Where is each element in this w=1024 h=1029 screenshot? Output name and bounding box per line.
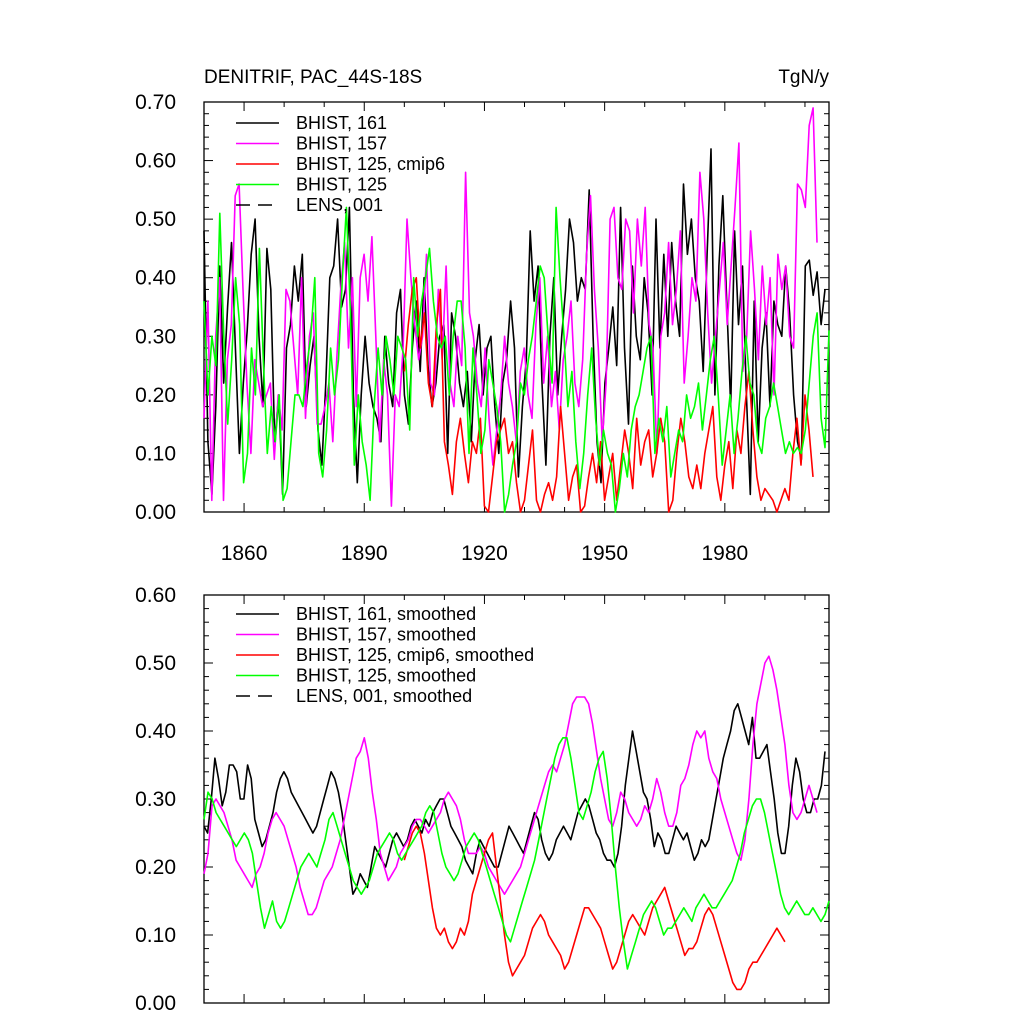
chart-title: DENITRIF, PAC_44S-18S (204, 67, 422, 88)
y-tick-labels: 0.00 0.10 0.20 0.30 0.40 0.50 0.60 0.70 (135, 91, 176, 524)
y-tick-label: 0.50 (135, 208, 176, 231)
y-tick-label: 0.60 (135, 584, 176, 607)
legend-label: BHIST, 125 (296, 175, 387, 195)
series-line (203, 702, 826, 896)
series-line (203, 736, 830, 970)
legend-label: BHIST, 161, smoothed (296, 604, 476, 624)
series-line (403, 276, 814, 513)
y-tick-label: 0.70 (135, 91, 176, 114)
x-tick-labels: 1860 1890 1920 1950 1980 (221, 542, 748, 565)
x-tick-label: 1890 (341, 542, 388, 565)
chart-units: TgN/y (778, 67, 829, 88)
y-tick-label: 0.40 (135, 267, 176, 290)
legend-label: BHIST, 157 (296, 134, 387, 154)
y-tick-label: 0.00 (135, 992, 176, 1015)
legend-label: LENS, 001, smoothed (296, 686, 472, 706)
ticks (203, 101, 829, 513)
y-tick-label: 0.10 (135, 924, 176, 947)
series-line (403, 825, 786, 991)
y-tick-label: 0.40 (135, 720, 176, 743)
x-tick-label: 1920 (461, 542, 508, 565)
y-tick-label: 0.60 (135, 150, 176, 173)
panel-bottom: 0.00 0.10 0.20 0.30 0.40 0.50 0.60 BHIST, 161,… (135, 584, 830, 1015)
panel-top: DENITRIF, PAC_44S-18S TgN/y 0.00 0.10 0.20… (135, 67, 830, 565)
series-group (203, 655, 830, 991)
y-tick-label: 0.20 (135, 856, 176, 879)
legend-label: BHIST, 157, smoothed (296, 625, 476, 645)
legend-label: BHIST, 125, cmip6, smoothed (296, 645, 534, 665)
y-tick-label: 0.20 (135, 384, 176, 407)
ticks (203, 594, 829, 1004)
y-tick-label: 0.00 (135, 501, 176, 524)
y-tick-label: 0.30 (135, 788, 176, 811)
series-line (203, 655, 818, 916)
legend-label: LENS, 001 (296, 195, 383, 215)
series-group (203, 107, 830, 513)
y-tick-label: 0.30 (135, 325, 176, 348)
legend-label: BHIST, 125, cmip6 (296, 154, 445, 174)
y-tick-labels: 0.00 0.10 0.20 0.30 0.40 0.50 0.60 (135, 584, 176, 1015)
legend-label: BHIST, 125, smoothed (296, 666, 476, 686)
legend-label: BHIST, 161 (296, 113, 387, 133)
y-tick-label: 0.10 (135, 442, 176, 465)
x-tick-label: 1860 (221, 542, 268, 565)
y-tick-label: 0.50 (135, 652, 176, 675)
x-tick-label: 1980 (701, 542, 748, 565)
series-line (203, 206, 830, 513)
x-tick-label: 1950 (581, 542, 628, 565)
